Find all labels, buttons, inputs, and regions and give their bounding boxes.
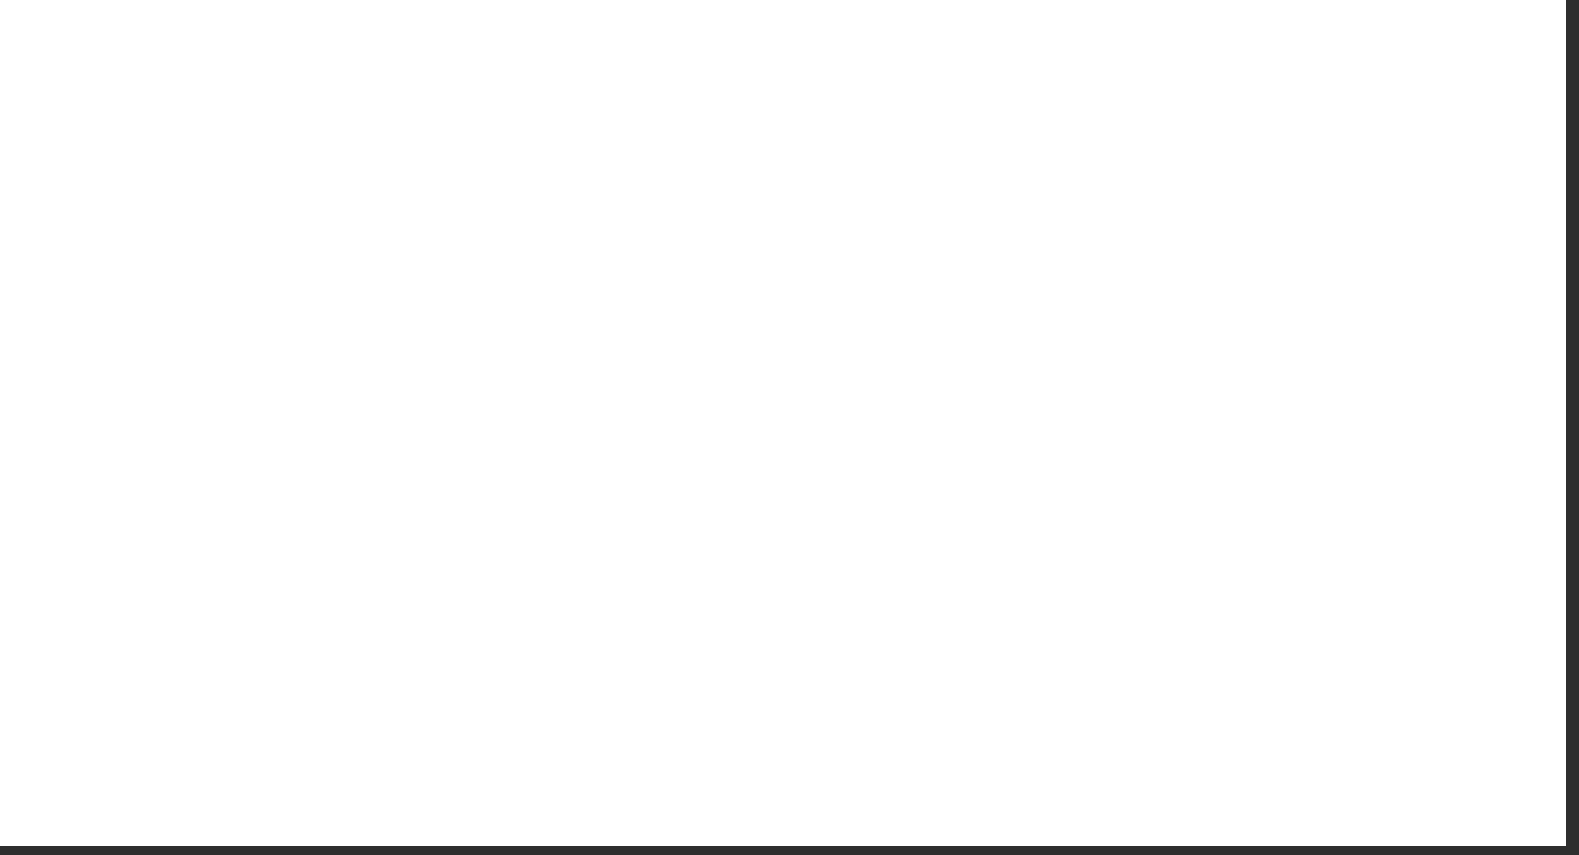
window-edge-right [1566, 0, 1579, 855]
window-edge-bottom [0, 846, 1579, 855]
